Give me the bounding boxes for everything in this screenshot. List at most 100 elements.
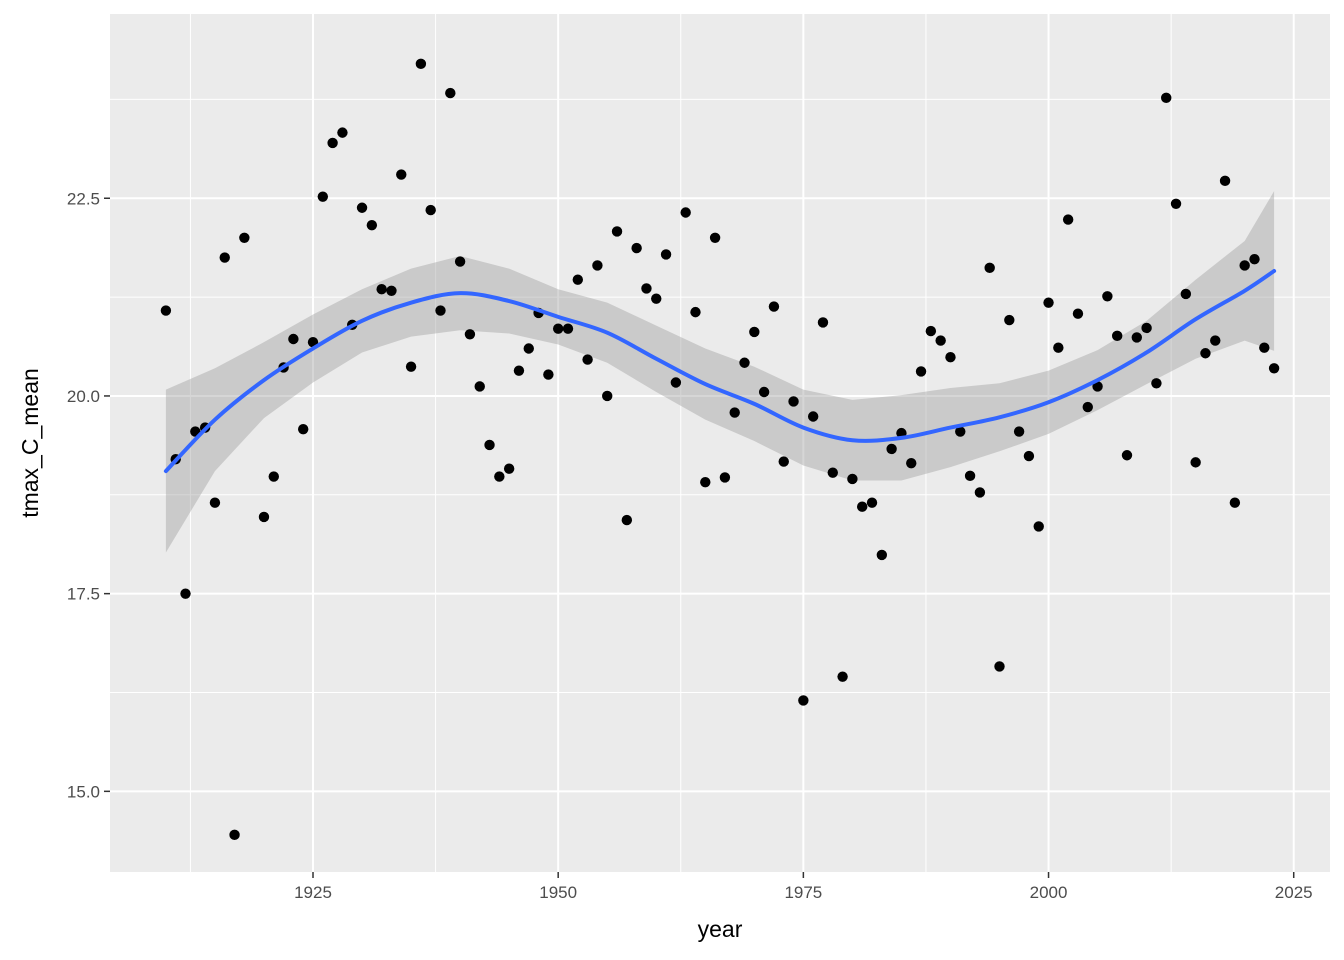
data-point — [866, 497, 878, 508]
data-point — [817, 317, 829, 328]
data-point — [445, 87, 456, 99]
data-point — [219, 252, 230, 263]
y-tick-label: 22.5 — [67, 189, 100, 208]
data-point — [994, 661, 1005, 672]
data-point — [1229, 497, 1241, 508]
y-tick-label: 17.5 — [67, 585, 100, 604]
data-point — [964, 470, 976, 482]
data-point — [827, 467, 838, 478]
data-point — [611, 226, 623, 237]
data-point — [258, 511, 270, 523]
data-point — [955, 426, 966, 437]
data-point — [602, 390, 613, 402]
data-point — [435, 305, 446, 316]
data-point — [768, 301, 780, 312]
data-point — [719, 472, 731, 483]
data-point — [1190, 457, 1201, 468]
data-point — [503, 463, 515, 474]
data-point — [1013, 426, 1025, 437]
data-point — [288, 333, 299, 345]
data-point — [366, 219, 378, 231]
data-point — [641, 283, 652, 294]
data-point — [1121, 450, 1133, 461]
data-point — [405, 361, 417, 372]
data-point — [552, 323, 564, 334]
data-point — [621, 514, 633, 526]
data-point — [415, 58, 427, 70]
x-tick-label: 1925 — [294, 883, 332, 902]
data-point — [739, 357, 750, 368]
data-point — [651, 293, 662, 304]
data-point — [1200, 348, 1211, 359]
data-point — [1072, 308, 1084, 319]
data-points — [160, 58, 1280, 841]
data-point — [327, 137, 338, 149]
data-point — [1180, 288, 1192, 300]
data-point — [1141, 322, 1152, 334]
y-axis-title: tmax_C_mean — [17, 368, 43, 518]
data-point — [268, 471, 279, 482]
data-point — [906, 457, 917, 469]
data-point — [807, 411, 819, 422]
major-gridlines — [110, 14, 1330, 872]
data-point — [337, 127, 348, 138]
data-point — [729, 407, 740, 418]
data-point — [494, 471, 505, 482]
data-point — [396, 169, 407, 180]
data-point — [474, 381, 485, 392]
data-point — [464, 329, 476, 340]
data-point — [1053, 342, 1064, 353]
plot-panel — [110, 14, 1330, 872]
data-point — [454, 256, 466, 267]
data-point — [857, 501, 868, 512]
data-point — [484, 439, 495, 451]
data-point — [1170, 198, 1182, 209]
data-point — [562, 323, 574, 334]
data-point — [209, 497, 221, 508]
data-point — [1102, 291, 1113, 302]
data-point — [1249, 253, 1260, 265]
data-point — [1062, 214, 1074, 225]
confidence-band — [165, 191, 1275, 553]
data-point — [572, 274, 583, 285]
data-point — [670, 377, 682, 388]
data-point — [1033, 521, 1044, 532]
data-point — [778, 456, 789, 467]
data-point — [376, 283, 387, 295]
x-tick-label: 1950 — [539, 883, 577, 902]
data-point — [425, 204, 436, 216]
data-point — [160, 305, 172, 316]
smooth-trend-line — [163, 269, 1277, 474]
data-point — [1259, 342, 1270, 353]
data-point — [317, 191, 329, 202]
x-axis-title: year — [698, 916, 743, 942]
y-tick-label: 20.0 — [67, 387, 100, 406]
data-point — [180, 588, 191, 599]
data-point — [1219, 175, 1231, 187]
data-point — [1023, 450, 1035, 462]
data-point — [1268, 363, 1280, 374]
data-point — [1111, 330, 1123, 342]
data-point — [788, 396, 799, 407]
data-point — [298, 423, 309, 435]
data-point — [1151, 378, 1162, 389]
data-point — [386, 285, 397, 296]
data-point — [925, 325, 937, 337]
data-point — [229, 829, 240, 841]
x-axis: 1925 1950 1975 2000 2025 — [294, 872, 1313, 902]
data-point — [513, 365, 525, 376]
data-point — [1043, 297, 1054, 308]
data-point — [1082, 401, 1093, 413]
data-point — [837, 671, 848, 682]
x-tick-label: 1975 — [784, 883, 822, 902]
data-point — [700, 476, 711, 488]
data-point — [847, 473, 858, 485]
data-point — [523, 343, 534, 354]
data-point — [239, 232, 250, 243]
data-point — [876, 549, 888, 561]
data-point — [582, 354, 593, 365]
data-point — [592, 260, 603, 271]
data-point — [631, 242, 642, 254]
x-tick-label: 2000 — [1030, 883, 1068, 902]
